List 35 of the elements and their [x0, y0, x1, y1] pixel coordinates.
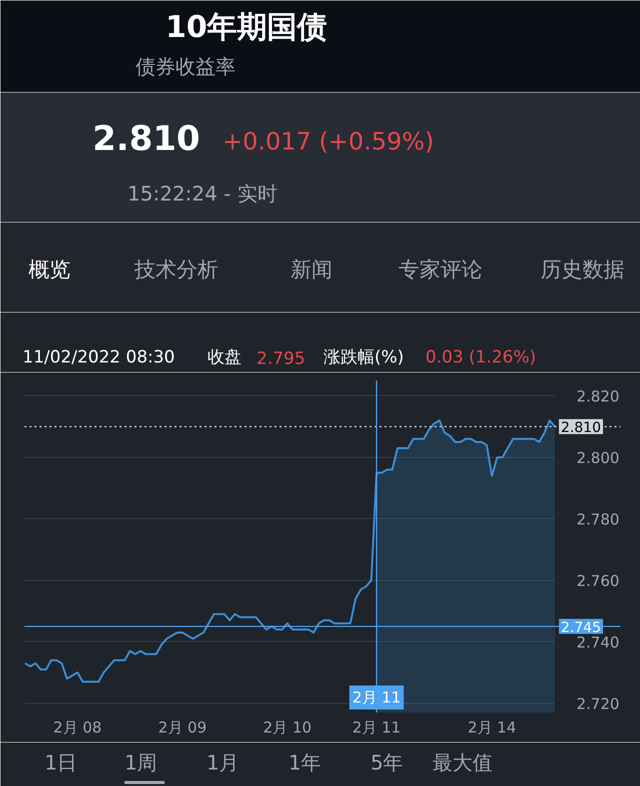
text: 概览	[28, 258, 70, 282]
chart-title: 10年期国债	[166, 10, 328, 45]
x-tick-label: 2月 10	[263, 718, 312, 736]
text: 0.03 (1.26%)	[426, 348, 536, 368]
text: 5年	[370, 750, 404, 774]
ref-line-label: 2.745	[560, 620, 602, 636]
x-tick-label: 2月 08	[53, 718, 102, 736]
y-tick-label: 2.800	[576, 448, 620, 467]
x-tick-label: 2月 14	[468, 718, 516, 736]
text: 历史数据	[540, 258, 624, 282]
text: 新闻	[290, 258, 332, 282]
text: 最大值	[432, 750, 492, 774]
text: 2.795	[256, 349, 306, 369]
x-tick-label: 2月 11	[352, 718, 401, 736]
y-tick-label: 2.720	[576, 694, 620, 713]
y-tick-label: 2.760	[576, 572, 620, 590]
text: 专家评论	[398, 258, 482, 282]
y-tick-label: 2.780	[576, 510, 620, 528]
text: 2.810	[92, 119, 200, 159]
text: 1周	[124, 750, 158, 774]
text: 收盘	[208, 348, 242, 368]
ref-line-label: 2.810	[560, 420, 602, 436]
chart-subtitle: 债券收益率	[136, 54, 236, 78]
x-tick-label: 2月 09	[158, 718, 207, 736]
text: 1年	[288, 750, 322, 774]
text: 1月	[206, 750, 240, 774]
y-tick-label: 2.740	[576, 633, 620, 652]
text: 11/02/2022 08:30	[22, 348, 175, 368]
text: 15:22:24 - 实时	[128, 182, 278, 206]
text: +0.017 (+0.59%)	[222, 128, 434, 156]
y-tick-label: 2.820	[576, 387, 620, 406]
text: 2月 11	[352, 688, 401, 706]
text: 涨跌幅(%)	[324, 348, 404, 368]
text: 技术分析	[134, 258, 218, 282]
text: 1日	[44, 750, 78, 774]
